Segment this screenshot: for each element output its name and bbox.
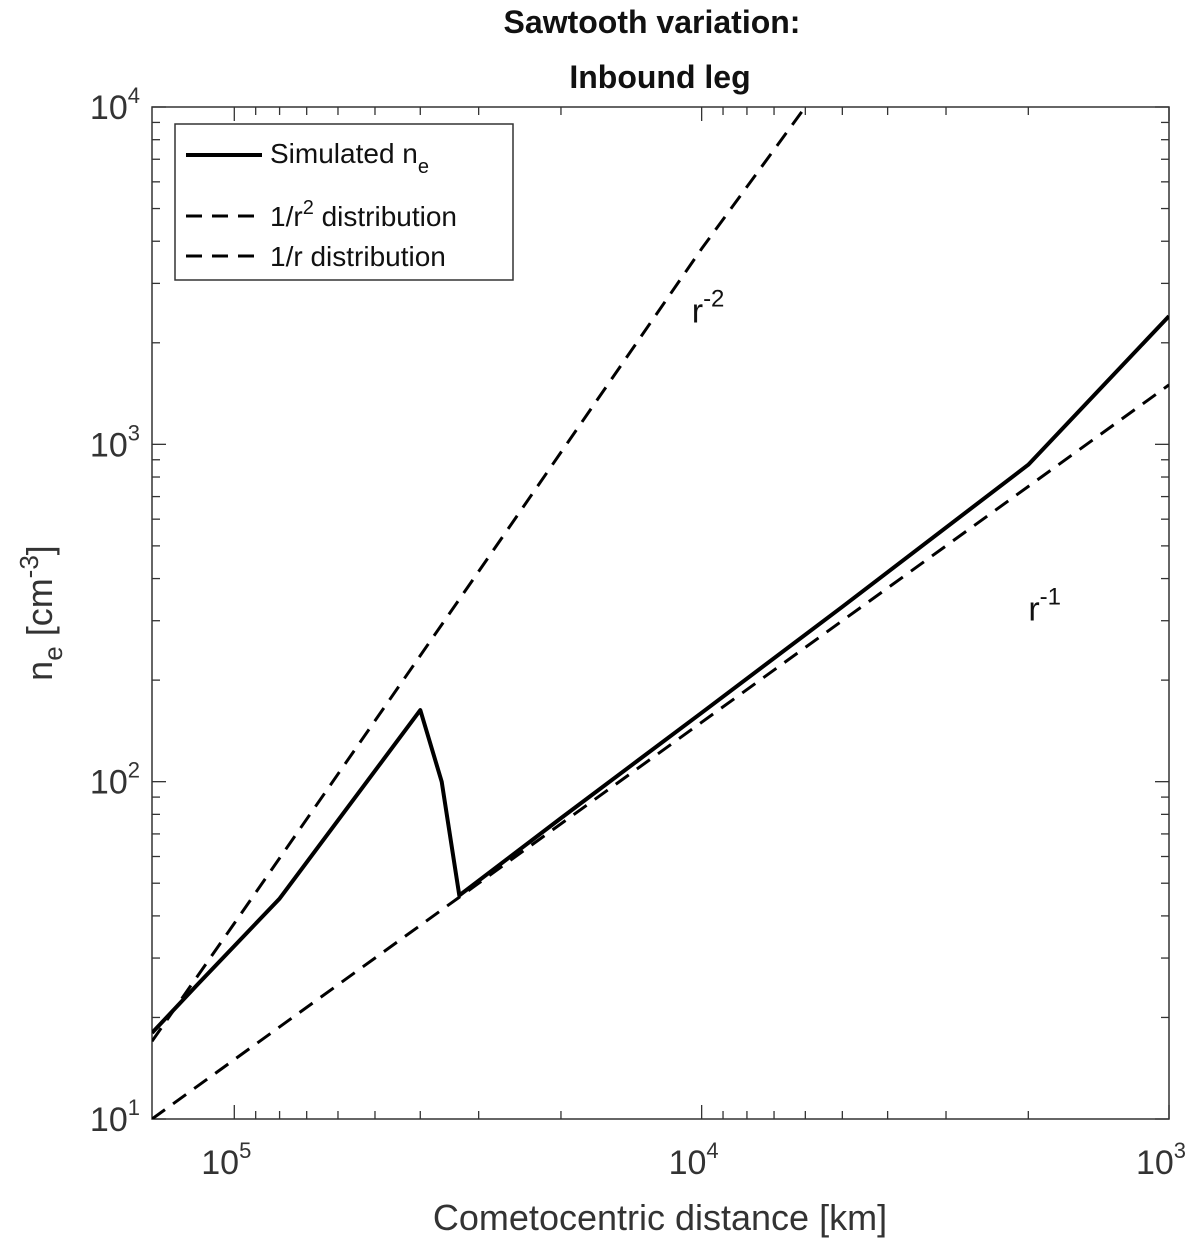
series-line-2 [152,383,1169,1119]
y-axis-label-sub: e [38,646,68,660]
svg-text:ne [cm-3]: ne [cm-3] [14,545,68,681]
legend-box [174,123,514,281]
x-tick-labels: 105 104 103 [201,1138,1186,1182]
y-tick-label: 101 [90,1095,140,1139]
x-tick-label: 103 [1136,1138,1186,1182]
y-axis-label-base: n [19,661,60,681]
y-tick-labels: 101 102 103 104 [90,83,140,1139]
chart-title-line2: Inbound leg [569,59,750,95]
series-line-1 [152,107,807,1043]
annotation-layer: r-2 r-1 [692,285,1061,628]
y-tick-label: 104 [90,83,140,127]
y-axis-label-unit-open: [cm [19,578,60,646]
legend-label-r1: 1/r distribution [270,241,446,272]
chart-title-line1: Sawtooth variation: [504,4,801,40]
annotation-0: r-2 [692,285,725,330]
x-tick-label: 105 [201,1138,251,1182]
y-axis-label-unit-close: ] [19,545,60,555]
y-axis-label: ne [cm-3] [14,545,68,681]
y-axis-label-sup: -3 [14,555,44,578]
y-tick-label: 103 [90,420,140,464]
legend-label-r2: 1/r2 distribution [270,197,457,232]
x-tick-label: 104 [669,1138,719,1182]
y-tick-label: 102 [90,758,140,802]
series-layer [152,107,1169,1119]
x-axis-label: Cometocentric distance [km] [433,1197,887,1238]
legend: Simulated ne 1/r2 distribution 1/r distr… [174,123,514,281]
series-line-0 [152,314,1169,1035]
annotation-1: r-1 [1028,584,1061,629]
legend-label-simulated: Simulated ne [270,138,429,178]
tick-marks [152,106,1170,1120]
